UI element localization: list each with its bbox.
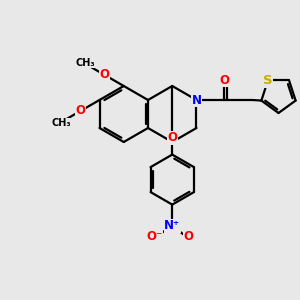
Text: CH₃: CH₃ [76, 58, 95, 68]
Text: N: N [191, 94, 202, 106]
Text: CH₃: CH₃ [51, 118, 71, 128]
Text: S: S [263, 74, 273, 87]
Text: O⁻: O⁻ [146, 230, 162, 243]
Text: O: O [76, 104, 85, 118]
Text: O: O [100, 68, 110, 82]
Text: O: O [220, 74, 230, 87]
Text: N⁺: N⁺ [164, 219, 180, 232]
Text: O: O [167, 131, 177, 144]
Text: O: O [183, 230, 193, 243]
